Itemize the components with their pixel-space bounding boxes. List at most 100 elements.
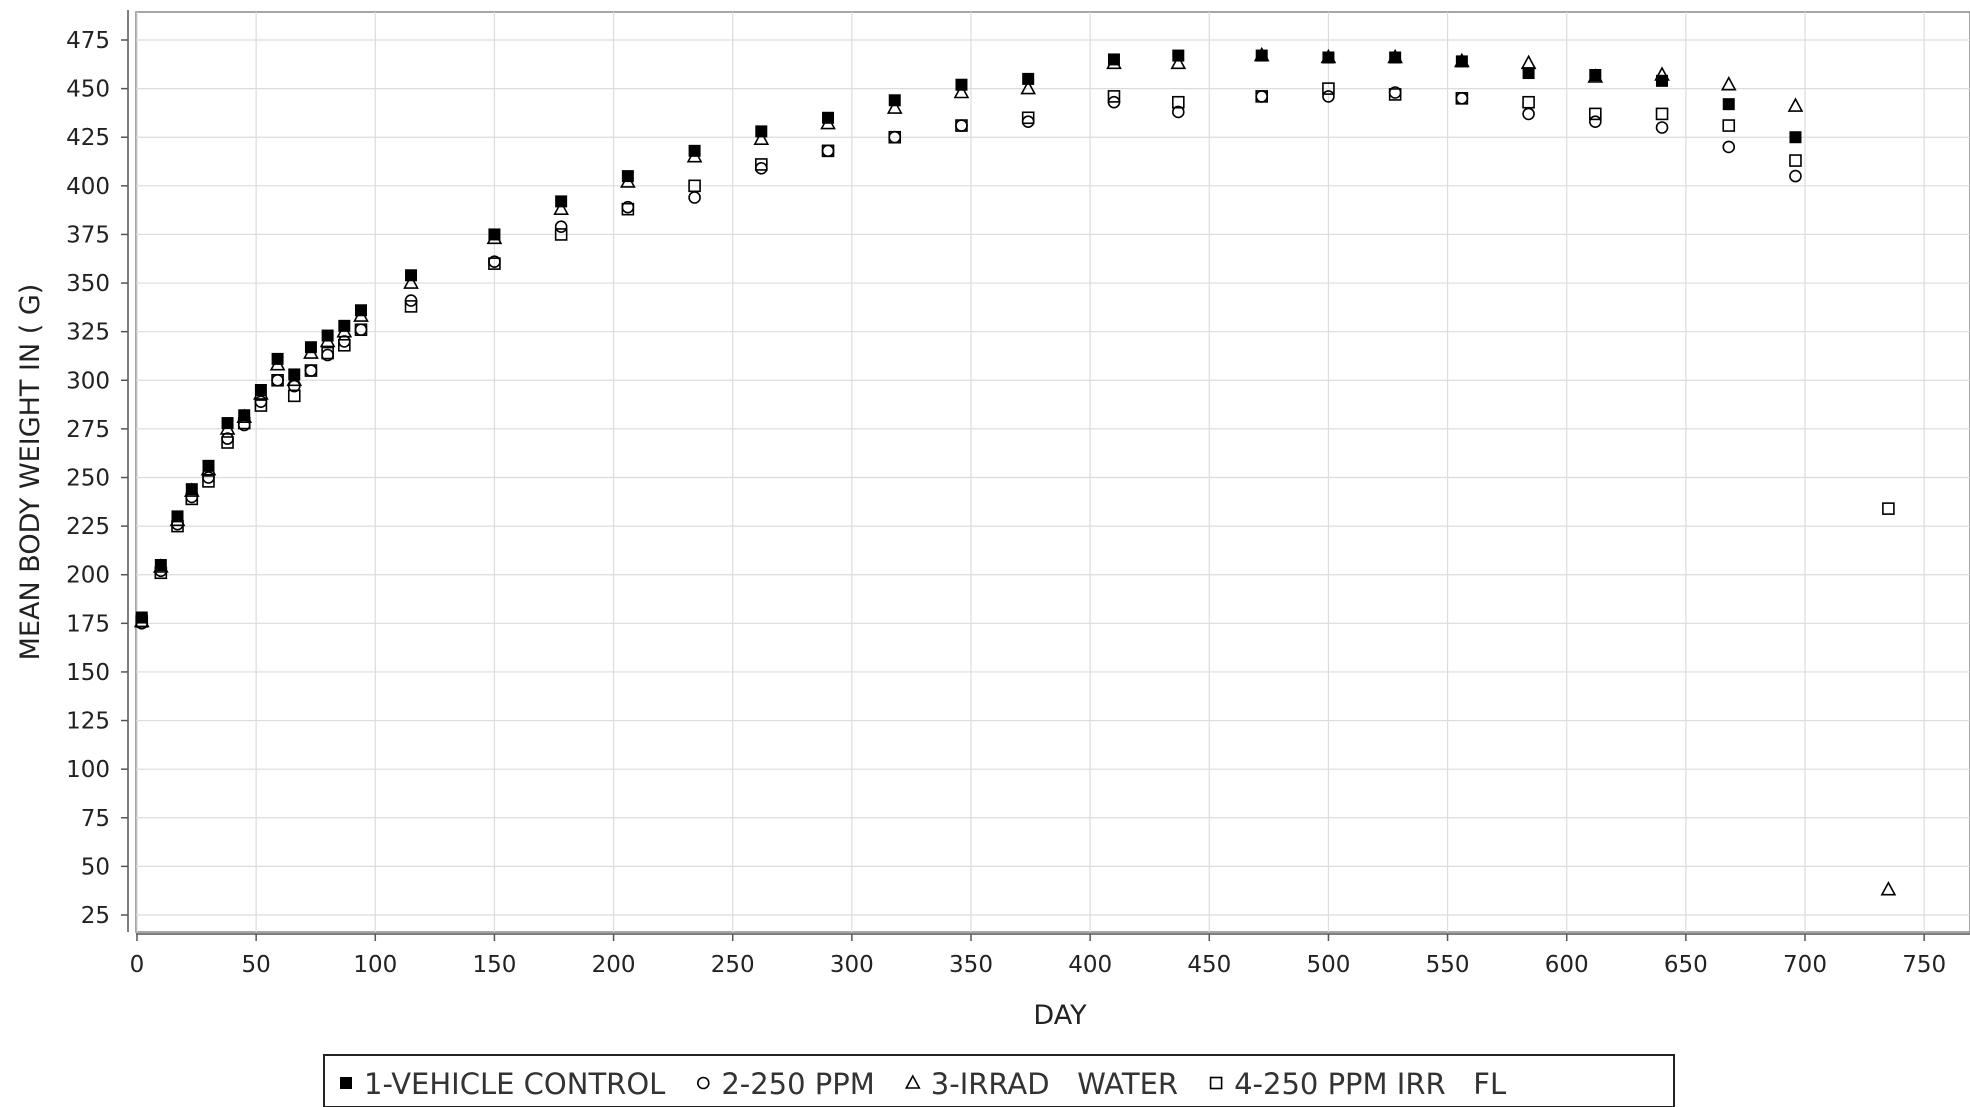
data-point xyxy=(1882,502,1895,515)
y-tick-label: 275 xyxy=(66,417,110,443)
x-tick-label: 100 xyxy=(353,952,397,978)
x-tick-label: 250 xyxy=(711,952,755,978)
data-point xyxy=(1107,90,1121,103)
x-tick-label: 50 xyxy=(242,952,271,978)
y-tick-label: 375 xyxy=(66,222,110,248)
data-point xyxy=(221,432,234,445)
data-point xyxy=(1880,881,1897,896)
data-point xyxy=(171,510,184,523)
data-point xyxy=(554,228,568,241)
legend-marker-icon xyxy=(904,1074,921,1089)
data-point xyxy=(1255,49,1268,62)
data-point xyxy=(1455,55,1468,68)
data-point xyxy=(1170,54,1187,70)
legend-box xyxy=(323,1054,1675,1107)
legend-label: 4-250 PPM IRR FL xyxy=(1234,1067,1506,1101)
y-tick-label: 50 xyxy=(81,854,110,880)
data-point xyxy=(955,119,968,132)
data-point xyxy=(1021,111,1035,125)
data-point xyxy=(1107,53,1120,66)
y-tick-label: 325 xyxy=(66,320,110,346)
x-tick-label: 450 xyxy=(1187,952,1231,978)
grid xyxy=(136,12,1970,932)
y-tick-label: 175 xyxy=(66,611,110,637)
x-tick-label: 750 xyxy=(1902,952,1946,978)
data-point xyxy=(321,329,334,342)
x-tick-label: 500 xyxy=(1306,952,1350,978)
y-tick-label: 100 xyxy=(66,757,110,783)
data-point xyxy=(1172,105,1185,119)
data-point xyxy=(202,471,215,484)
y-tick-label: 200 xyxy=(66,563,110,589)
data-point xyxy=(1455,92,1469,105)
data-point xyxy=(755,158,768,171)
data-point xyxy=(488,228,501,241)
data-point xyxy=(1322,90,1335,103)
data-point xyxy=(1656,74,1669,87)
data-point xyxy=(1722,140,1736,154)
data-point xyxy=(287,379,301,393)
data-point xyxy=(553,200,569,215)
data-point xyxy=(1021,115,1035,128)
y-tick-label: 250 xyxy=(66,466,110,492)
data-point xyxy=(1787,97,1804,112)
data-point xyxy=(154,559,167,571)
data-point xyxy=(1722,119,1736,132)
axes: 0 50 100 150 200 250 300 350 400 450 500 550 600 650 7… xyxy=(66,10,1970,978)
data-point xyxy=(1388,86,1402,99)
data-point xyxy=(185,483,198,496)
data-point xyxy=(1522,67,1535,80)
data-point xyxy=(1722,98,1735,111)
x-tick-label: 600 xyxy=(1545,952,1589,978)
data-point xyxy=(354,323,368,337)
data-point xyxy=(271,373,284,387)
data-point xyxy=(271,352,284,365)
data-point xyxy=(1255,90,1269,103)
legend-marker-icon xyxy=(697,1076,710,1090)
y-tick-label: 300 xyxy=(66,368,110,394)
data-point xyxy=(953,83,970,99)
y-axis-title: MEAN BODY WEIGHT IN ( G) xyxy=(15,284,46,661)
data-point xyxy=(221,417,234,430)
data-point xyxy=(621,170,634,183)
data-point xyxy=(1172,95,1185,109)
data-point xyxy=(1589,115,1602,128)
x-tick-label: 550 xyxy=(1426,952,1470,978)
y-tick-label: 475 xyxy=(66,28,110,54)
data-point xyxy=(321,348,334,362)
data-point xyxy=(1322,51,1335,64)
legend-marker-icon xyxy=(340,1077,352,1089)
y-tick-label: 225 xyxy=(66,514,110,540)
data-point xyxy=(621,200,635,214)
data-point xyxy=(1389,51,1402,64)
data-point xyxy=(338,338,351,352)
data-point xyxy=(688,144,701,157)
data-point xyxy=(287,389,301,403)
x-tick-label: 350 xyxy=(949,952,993,978)
data-point xyxy=(1322,82,1335,95)
data-point xyxy=(888,130,902,144)
data-point xyxy=(1789,131,1802,144)
y-tick-label: 125 xyxy=(66,709,110,735)
data-point xyxy=(955,78,968,91)
x-tick-label: 150 xyxy=(472,952,516,978)
legend-marker-icon xyxy=(1209,1076,1223,1090)
legend-items: 1-VEHICLE CONTROL 2-250 PPM 3-IRRAD WATER 4… xyxy=(340,1067,1506,1101)
data-point xyxy=(888,94,901,107)
data-point xyxy=(135,611,148,624)
x-tick-label: 700 xyxy=(1783,952,1827,978)
x-axis-title: DAY xyxy=(1033,1000,1087,1031)
data-points xyxy=(133,46,1897,896)
data-point xyxy=(202,459,215,472)
data-point xyxy=(1655,121,1669,134)
data-point xyxy=(254,384,267,396)
data-point xyxy=(821,144,835,158)
data-point xyxy=(304,341,317,354)
data-point xyxy=(1589,69,1602,81)
y-tick-label: 450 xyxy=(66,77,110,103)
legend-label: 3-IRRAD WATER xyxy=(931,1067,1178,1101)
data-point xyxy=(1022,72,1035,85)
data-point xyxy=(755,162,768,175)
data-point xyxy=(404,300,418,313)
data-point xyxy=(288,368,301,381)
